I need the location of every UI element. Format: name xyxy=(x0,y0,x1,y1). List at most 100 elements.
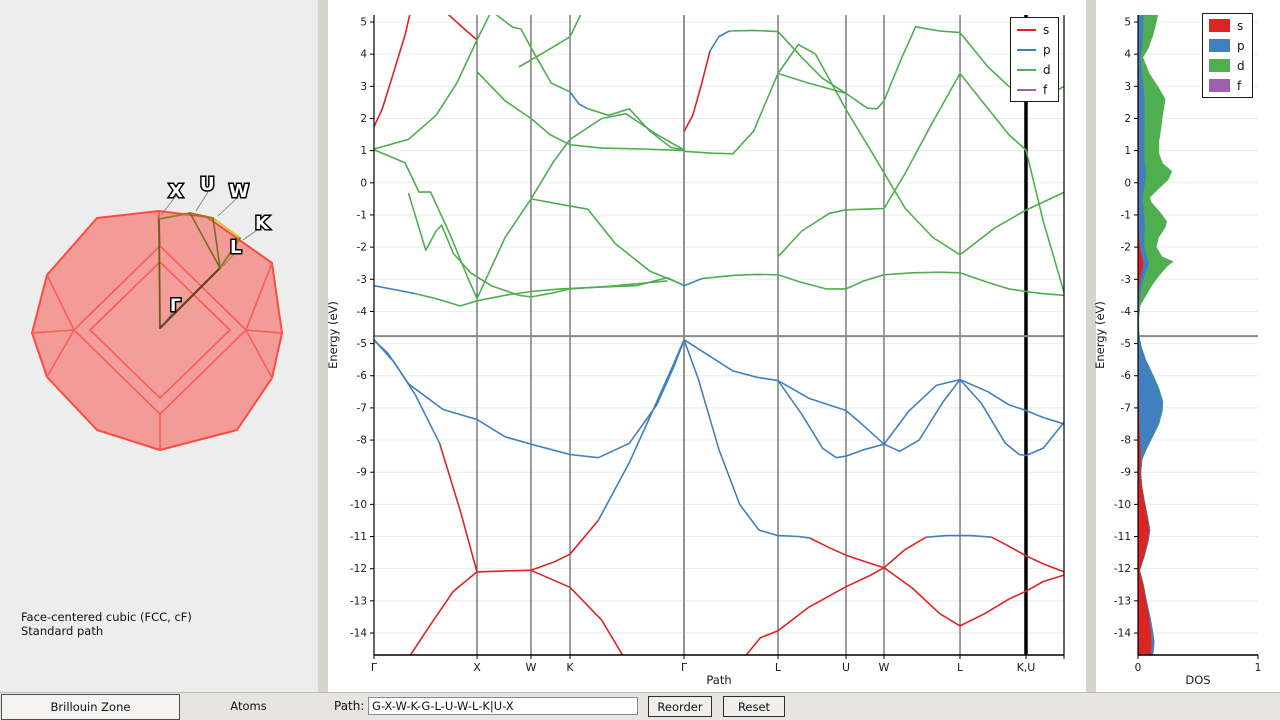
tab-atoms[interactable]: Atoms xyxy=(230,699,267,713)
dos-ytick-label: -5 xyxy=(1121,338,1131,350)
kpoint-tick-label: U xyxy=(842,661,850,674)
dos-yaxis-title: Energy (eV) xyxy=(1093,301,1107,369)
dos-areas xyxy=(1138,15,1174,655)
dos-ytick-label: 4 xyxy=(1124,49,1131,61)
dos-ytick-label: 1 xyxy=(1124,145,1131,157)
bz-kpath-lines xyxy=(158,212,241,330)
band-ytick-label: -5 xyxy=(357,338,367,350)
dos-ytick-label: -13 xyxy=(1114,595,1131,607)
band-yaxis-title: Energy (eV) xyxy=(326,301,340,369)
lattice-type-text: Face-centered cubic (FCC, cF) xyxy=(21,610,192,624)
dos-ytick-label: -6 xyxy=(1121,370,1132,382)
path-type-text: Standard path xyxy=(21,624,104,639)
plots-canvas: 543210-1-2-3-4-5-6-7-8-9-10-11-12-13-14Γ… xyxy=(326,15,1262,687)
panel-divider-right[interactable] xyxy=(1086,0,1096,692)
legend-item-p: p xyxy=(1209,37,1245,54)
f-color-swatch xyxy=(1017,88,1036,91)
brillouin-zone-panel: X U W K L Γ Face-centered cubic (FCC, cF… xyxy=(0,0,318,692)
band-ytick-label: -12 xyxy=(350,563,367,575)
legend-item-d: d xyxy=(1017,61,1051,78)
reset-button[interactable]: Reset xyxy=(723,696,785,717)
legend-item-s: s xyxy=(1209,17,1245,34)
d-color-swatch xyxy=(1209,59,1230,72)
kpoint-tick-label: Γ xyxy=(681,661,688,674)
legend-label: p xyxy=(1237,38,1245,53)
kpoint-tick-label: X xyxy=(473,661,481,674)
bz-label-W: W xyxy=(229,181,249,202)
d-color-swatch xyxy=(1017,68,1036,71)
bz-label-K: K xyxy=(255,213,270,234)
band-curves xyxy=(374,15,1064,655)
band-ytick-label: -14 xyxy=(350,628,367,640)
legend-item-f: f xyxy=(1017,81,1051,98)
legend-label: d xyxy=(1043,62,1051,77)
panel-divider-left[interactable] xyxy=(318,0,328,692)
legend-label: s xyxy=(1237,18,1244,33)
band-ytick-label: -10 xyxy=(350,499,367,511)
path-field-label: Path: xyxy=(334,699,365,713)
p-color-swatch xyxy=(1017,48,1036,51)
kpoint-tick-label: W xyxy=(526,661,537,674)
dos-ytick-label: -2 xyxy=(1121,242,1131,254)
band-ytick-label: 2 xyxy=(360,113,367,125)
dos-ytick-label: -10 xyxy=(1114,499,1131,511)
reorder-button[interactable]: Reorder xyxy=(648,696,712,717)
path-input[interactable] xyxy=(368,697,638,715)
dos-ytick-label: -14 xyxy=(1114,628,1131,640)
bz-inner-edges xyxy=(31,210,283,450)
dos-ytick-label: -11 xyxy=(1114,531,1131,543)
legend-item-s: s xyxy=(1017,21,1051,38)
brillouin-zone-3d-view[interactable]: X U W K L Γ xyxy=(0,150,318,500)
band-ytick-label: -9 xyxy=(357,467,367,479)
legend-item-d: d xyxy=(1209,57,1245,74)
p-color-swatch xyxy=(1209,39,1230,52)
legend-label: s xyxy=(1043,22,1050,37)
band-ytick-label: -13 xyxy=(350,595,367,607)
band-ytick-label: 0 xyxy=(360,177,367,189)
tab-brillouin-zone[interactable]: Brillouin Zone xyxy=(1,694,180,720)
legend-label: f xyxy=(1237,78,1242,93)
dos-ytick-label: 0 xyxy=(1124,177,1131,189)
bottom-toolbar: Brillouin Zone Atoms Path: Reorder Reset xyxy=(0,692,1280,720)
s-color-swatch xyxy=(1017,28,1036,31)
s-color-swatch xyxy=(1209,19,1230,32)
f-color-swatch xyxy=(1209,79,1230,92)
kpoint-tick-label: L xyxy=(775,661,782,674)
band-xaxis-title: Path xyxy=(706,673,731,687)
legend-label: f xyxy=(1043,82,1048,97)
dos-ytick-label: -7 xyxy=(1121,402,1131,414)
band-ytick-label: -1 xyxy=(357,209,367,221)
dos-xtick-label: 0 xyxy=(1135,662,1142,674)
kpoint-tick-label: Γ xyxy=(371,661,378,674)
legend-label: p xyxy=(1043,42,1051,57)
band-ytick-label: -3 xyxy=(357,274,367,286)
bz-label-U: U xyxy=(200,174,215,195)
band-ytick-label: 5 xyxy=(360,17,367,29)
dos-plot-panel xyxy=(1096,0,1280,692)
dos-ytick-label: 2 xyxy=(1124,113,1131,125)
dos-xaxis-title: DOS xyxy=(1185,673,1210,687)
dos-ytick-label: -4 xyxy=(1121,306,1132,318)
band-ytick-label: -6 xyxy=(357,370,368,382)
kpoint-tick-label: W xyxy=(879,661,890,674)
band-ytick-label: 3 xyxy=(360,81,367,93)
dos-ytick-label: 3 xyxy=(1124,81,1131,93)
band-ytick-label: 4 xyxy=(360,49,367,61)
dos-xtick-label: 1 xyxy=(1255,662,1262,674)
band-ytick-label: -7 xyxy=(357,402,367,414)
bz-label-X: X xyxy=(169,181,183,202)
band-ytick-label: -2 xyxy=(357,242,367,254)
dos-ytick-label: 5 xyxy=(1124,17,1131,29)
dos-ytick-label: -8 xyxy=(1121,435,1131,447)
dos-ytick-label: -1 xyxy=(1121,209,1131,221)
kpoint-tick-label: K,U xyxy=(1017,661,1036,674)
kpoint-gridlines xyxy=(476,15,1028,655)
legend-item-f: f xyxy=(1209,77,1245,94)
band-ytick-label: -11 xyxy=(350,531,367,543)
band-ytick-label: -4 xyxy=(357,306,368,318)
dos-ytick-label: -9 xyxy=(1121,467,1131,479)
bz-label-L: L xyxy=(230,237,241,258)
